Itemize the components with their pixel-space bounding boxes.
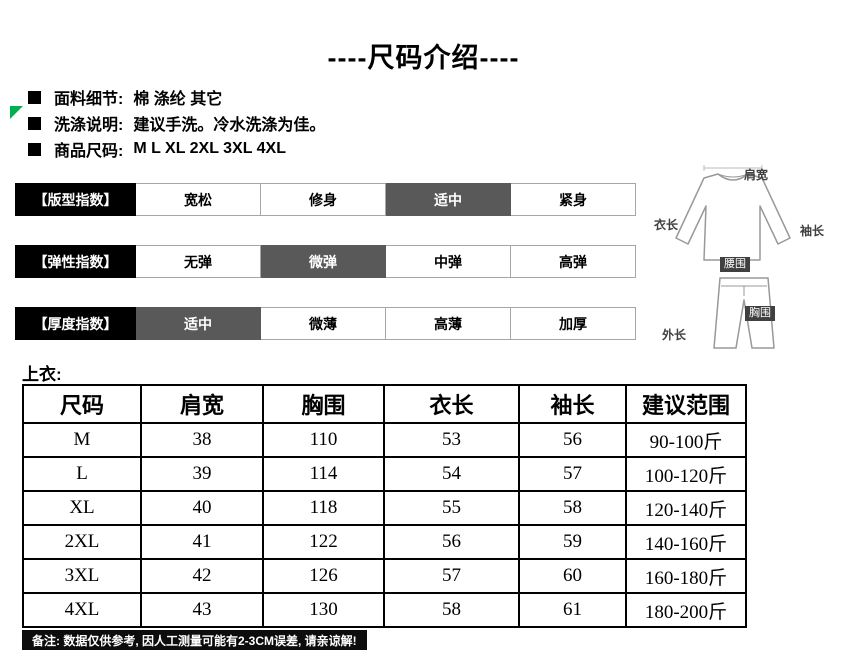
indicator-label: 【厚度指数】 [15,307,136,340]
table-header-row: 尺码 肩宽 胸围 衣长 袖长 建议范围 [22,384,747,424]
indicator-option: 高薄 [386,307,511,340]
indicator-option: 宽松 [136,183,261,216]
table-row: 3XL 42 126 57 60 160-180斤 [22,558,747,594]
indicator-row-fit: 【版型指数】 宽松 修身 适中 紧身 [15,183,636,216]
square-bullet-icon [28,90,41,104]
table-header-cell: 衣长 [383,384,520,424]
table-cell: 160-180斤 [625,558,747,594]
size-table: 尺码 肩宽 胸围 衣长 袖长 建议范围 M 38 110 53 56 90-10… [22,384,747,628]
table-header-cell: 建议范围 [625,384,747,424]
table-cell: 140-160斤 [625,524,747,560]
table-cell: 38 [140,422,264,458]
square-bullet-icon [28,142,41,156]
chest-badge: 胸围 [745,306,775,321]
indicator-label: 【版型指数】 [15,183,136,216]
measurement-diagram: 肩宽 衣长 袖长 腰围 胸围 外长 [648,160,847,365]
indicator-option: 无弹 [136,245,261,278]
table-row: L 39 114 54 57 100-120斤 [22,456,747,492]
indicator-option: 高弹 [511,245,636,278]
indicator-option: 修身 [261,183,386,216]
indicator-option: 紧身 [511,183,636,216]
table-cell: 126 [262,558,385,594]
detail-label: 洗涤说明: [54,117,124,134]
table-cell: 57 [518,456,627,492]
table-row: 4XL 43 130 58 61 180-200斤 [22,592,747,628]
detail-line-sizes: 商品尺码: M L XL 2XL 3XL 4XL [28,140,325,160]
product-details: 面料细节: 棉 涤纶 其它 洗涤说明: 建议手洗。冷水洗涤为佳。 商品尺码: M… [28,88,325,166]
table-cell: 180-200斤 [625,592,747,628]
table-cell: 120-140斤 [625,490,747,526]
table-cell: 57 [383,558,520,594]
detail-label: 面料细节: [54,91,124,108]
indicator-option: 微薄 [261,307,386,340]
green-marker-icon [10,106,23,119]
detail-line-washing: 洗涤说明: 建议手洗。冷水洗涤为佳。 [28,114,326,134]
square-bullet-icon [28,116,41,130]
garment-length-label: 衣长 [654,218,679,232]
page-title: ----尺码介绍---- [327,43,520,73]
shirt-outline-icon [675,173,791,261]
table-cell: 61 [518,592,627,628]
sleeve-length-label: 袖长 [800,224,825,238]
indicator-option-selected: 微弹 [261,245,386,278]
table-row: 2XL 41 122 56 59 140-160斤 [22,524,747,560]
table-cell: M [22,422,142,458]
table-cell: 39 [140,456,264,492]
detail-value: 建议手洗。冷水洗涤为佳。 [133,117,326,134]
indicator-option: 中弹 [386,245,511,278]
indicator-option-selected: 适中 [136,307,261,340]
table-cell: 60 [518,558,627,594]
table-cell: 53 [383,422,520,458]
table-cell: 59 [518,524,627,560]
table-header-cell: 肩宽 [140,384,264,424]
shoulder-width-label: 肩宽 [744,168,769,182]
table-cell: 58 [518,490,627,526]
table-cell: 43 [140,592,264,628]
table-cell: 130 [262,592,385,628]
garment-outline-icon [675,165,791,349]
detail-label: 商品尺码: [54,143,124,160]
table-cell: 40 [140,490,264,526]
table-cell: 100-120斤 [625,456,747,492]
waist-badge: 腰围 [720,257,750,272]
table-cell: 114 [262,456,385,492]
table-cell: 4XL [22,592,142,628]
indicator-row-thickness: 【厚度指数】 适中 微薄 高薄 加厚 [15,307,636,340]
table-cell: 41 [140,524,264,560]
table-header-cell: 袖长 [518,384,627,424]
table-cell: 118 [262,490,385,526]
table-cell: 2XL [22,524,142,560]
indicator-row-elasticity: 【弹性指数】 无弹 微弹 中弹 高弹 [15,245,636,278]
table-header-cell: 胸围 [262,384,385,424]
detail-line-fabric: 面料细节: 棉 涤纶 其它 [28,88,325,108]
section-title-tops: 上衣: [22,365,62,384]
outer-length-label: 外长 [662,328,687,342]
table-cell: 55 [383,490,520,526]
table-cell: 3XL [22,558,142,594]
table-cell: 122 [262,524,385,560]
table-row: M 38 110 53 56 90-100斤 [22,422,747,458]
table-cell: 110 [262,422,385,458]
indicator-label: 【弹性指数】 [15,245,136,278]
detail-value: M L XL 2XL 3XL 4XL [133,140,286,157]
indicator-option: 加厚 [511,307,636,340]
pants-outline-icon [713,277,775,349]
table-cell: 58 [383,592,520,628]
table-cell: 56 [518,422,627,458]
table-cell: 56 [383,524,520,560]
table-cell: 54 [383,456,520,492]
detail-value: 棉 涤纶 其它 [133,91,223,108]
table-cell: 90-100斤 [625,422,747,458]
table-cell: L [22,456,142,492]
disclaimer-note: 备注: 数据仅供参考, 因人工测量可能有2-3CM误差, 请亲谅解! [22,630,367,650]
table-cell: XL [22,490,142,526]
measure-lines [703,165,763,171]
table-row: XL 40 118 55 58 120-140斤 [22,490,747,526]
table-header-cell: 尺码 [22,384,142,424]
indicator-option-selected: 适中 [386,183,511,216]
table-cell: 42 [140,558,264,594]
